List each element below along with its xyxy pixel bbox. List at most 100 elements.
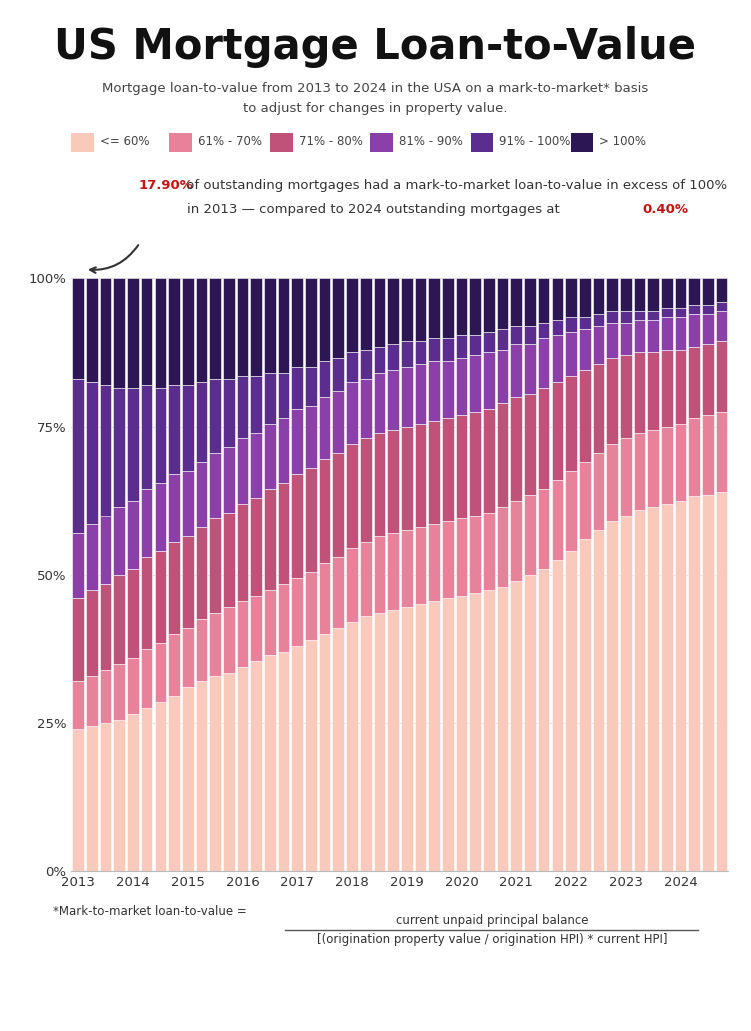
Bar xyxy=(210,379,221,454)
Bar xyxy=(401,367,412,427)
Bar xyxy=(593,530,605,871)
Bar xyxy=(72,278,84,379)
Bar xyxy=(278,652,289,871)
Bar xyxy=(100,670,111,723)
Bar xyxy=(223,278,234,379)
Bar xyxy=(469,356,481,411)
Bar xyxy=(415,340,427,364)
Bar xyxy=(620,438,632,516)
Bar xyxy=(566,332,577,376)
Bar xyxy=(716,411,728,492)
Bar xyxy=(606,278,618,311)
Bar xyxy=(250,278,262,376)
Bar xyxy=(237,601,249,667)
Bar xyxy=(483,409,495,512)
Bar xyxy=(237,438,249,503)
Bar xyxy=(634,433,645,509)
Text: 81% - 90%: 81% - 90% xyxy=(399,135,463,147)
Bar xyxy=(305,572,317,640)
Bar xyxy=(333,278,344,359)
Bar xyxy=(291,577,303,645)
Bar xyxy=(716,340,728,411)
Bar xyxy=(86,726,98,871)
Text: US Mortgage Loan-to-Value: US Mortgage Loan-to-Value xyxy=(55,26,696,68)
Bar xyxy=(100,278,111,385)
Bar xyxy=(113,278,125,388)
Bar xyxy=(442,598,454,871)
Bar xyxy=(401,530,412,607)
Bar xyxy=(538,278,550,323)
Bar xyxy=(606,359,618,444)
Bar xyxy=(360,542,372,617)
Bar xyxy=(579,278,590,317)
Bar xyxy=(182,386,194,471)
Bar xyxy=(401,607,412,871)
Bar xyxy=(401,278,412,340)
Bar xyxy=(674,308,686,317)
Bar xyxy=(483,353,495,409)
Bar xyxy=(86,383,98,525)
Bar xyxy=(210,613,221,675)
Bar xyxy=(702,278,713,305)
Bar xyxy=(661,317,673,350)
Bar xyxy=(401,340,412,367)
Bar xyxy=(524,343,535,394)
Bar xyxy=(113,506,125,574)
Bar xyxy=(456,519,467,596)
Bar xyxy=(716,492,728,871)
Text: <= 60%: <= 60% xyxy=(100,135,149,147)
Bar xyxy=(318,459,330,563)
Bar xyxy=(469,335,481,356)
Bar xyxy=(716,302,728,311)
Bar xyxy=(373,346,385,373)
Bar xyxy=(634,509,645,871)
Bar xyxy=(291,409,303,474)
Bar xyxy=(141,557,152,648)
Bar xyxy=(195,681,207,871)
Bar xyxy=(647,311,659,320)
Bar xyxy=(538,323,550,337)
Bar xyxy=(702,495,713,871)
Text: 71% - 80%: 71% - 80% xyxy=(299,135,363,147)
Bar xyxy=(373,278,385,346)
Bar xyxy=(442,361,454,418)
Bar xyxy=(620,516,632,871)
Bar xyxy=(305,406,317,468)
Bar xyxy=(634,353,645,433)
Bar xyxy=(291,474,303,577)
Bar xyxy=(182,278,194,385)
Bar xyxy=(168,278,179,385)
Bar xyxy=(333,391,344,454)
Bar xyxy=(72,379,84,533)
Bar xyxy=(661,350,673,427)
Bar xyxy=(566,376,577,471)
Bar xyxy=(496,278,508,329)
Bar xyxy=(524,278,535,326)
Bar xyxy=(141,278,152,385)
Bar xyxy=(538,338,550,388)
Bar xyxy=(689,346,700,419)
Bar xyxy=(456,596,467,871)
Bar xyxy=(496,329,508,350)
Bar xyxy=(524,326,535,343)
Bar xyxy=(456,335,467,359)
Bar xyxy=(278,373,289,418)
Bar xyxy=(373,433,385,536)
Bar xyxy=(100,385,111,516)
Bar xyxy=(579,317,590,329)
Bar xyxy=(195,278,207,383)
Bar xyxy=(415,604,427,871)
Bar xyxy=(155,278,166,388)
Bar xyxy=(237,376,249,438)
Bar xyxy=(456,414,467,519)
Bar xyxy=(647,506,659,871)
Bar xyxy=(223,512,234,607)
Bar xyxy=(100,584,111,670)
Text: [(origination property value / origination HPI) * current HPI]: [(origination property value / originati… xyxy=(317,933,667,946)
Bar xyxy=(566,317,577,332)
Bar xyxy=(72,598,84,681)
Bar xyxy=(86,278,98,383)
Bar xyxy=(113,388,125,506)
Bar xyxy=(100,723,111,871)
Bar xyxy=(141,385,152,489)
